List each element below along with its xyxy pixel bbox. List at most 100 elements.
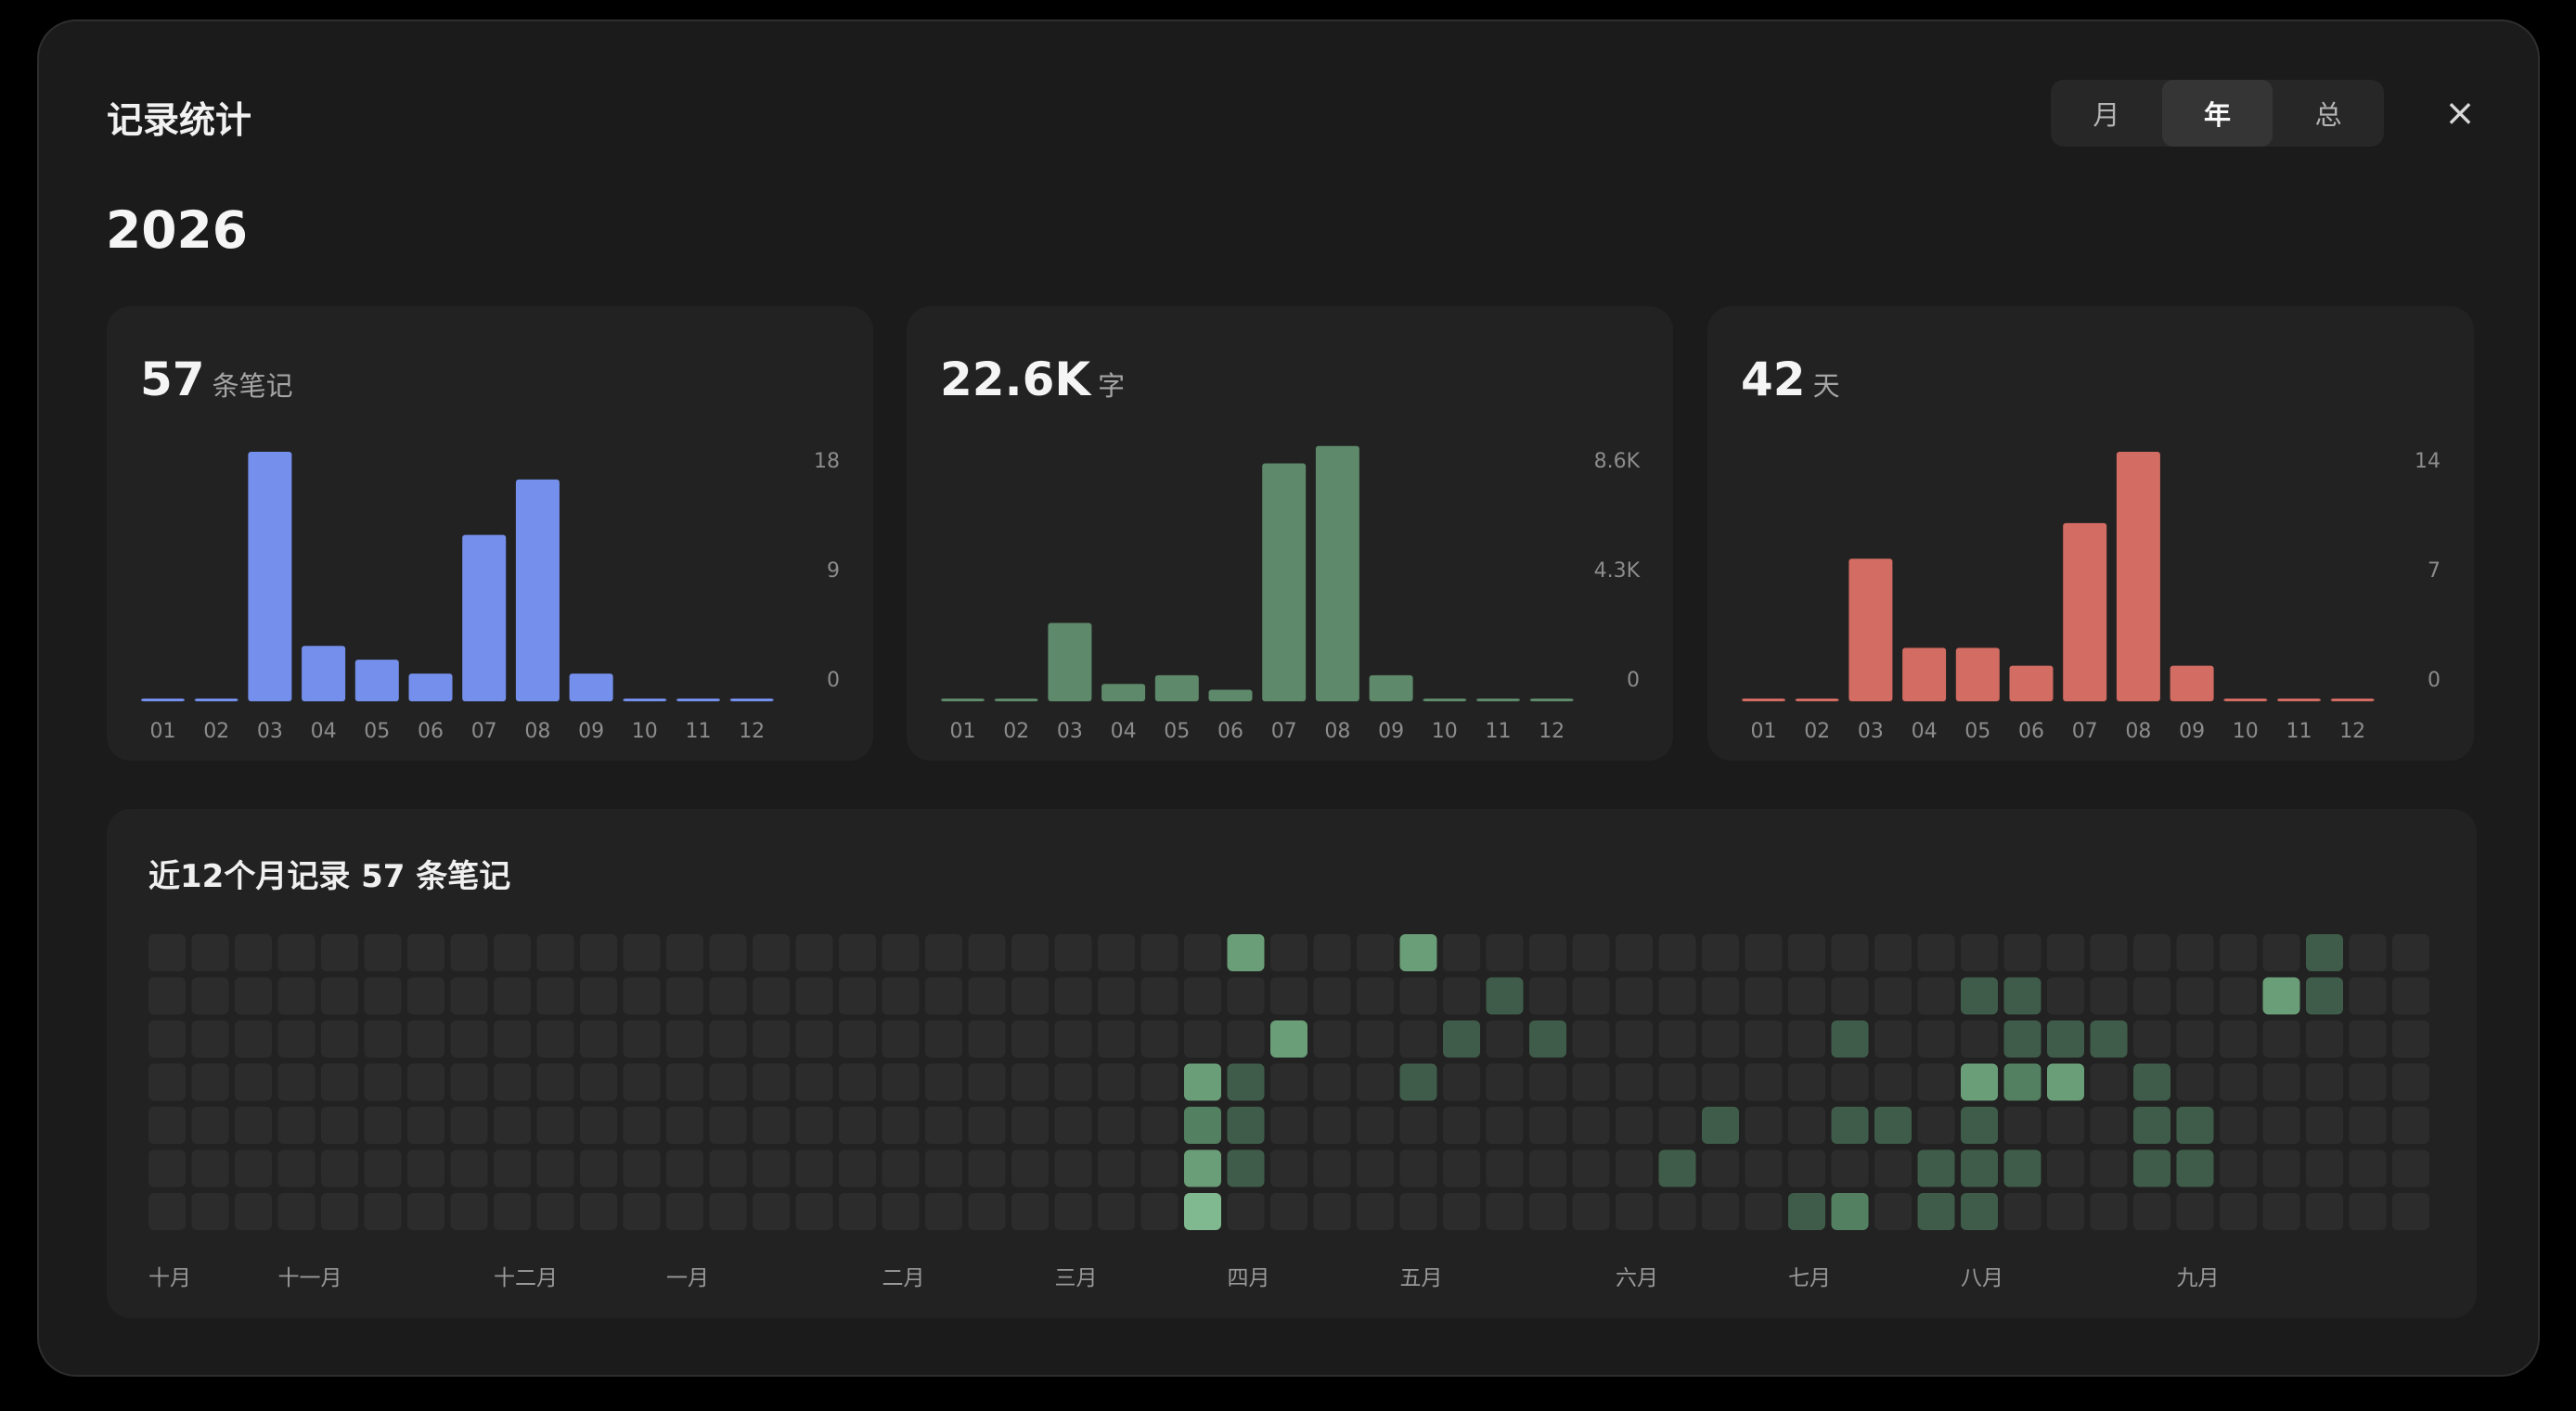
heatmap-cell[interactable]: [623, 977, 661, 1015]
heatmap-cell[interactable]: [1227, 1107, 1265, 1144]
heatmap-cell[interactable]: [2262, 1020, 2300, 1058]
heatmap-cell[interactable]: [2176, 1149, 2214, 1187]
heatmap-cell[interactable]: [1874, 1193, 1912, 1230]
heatmap-cell[interactable]: [1098, 934, 1135, 971]
heatmap-cell[interactable]: [925, 1107, 962, 1144]
tab-total[interactable]: 总: [2314, 99, 2342, 131]
heatmap-cell[interactable]: [450, 1063, 488, 1101]
heatmap-cell[interactable]: [1011, 1063, 1049, 1101]
heatmap-cell[interactable]: [1098, 1149, 1135, 1187]
heatmap-cell[interactable]: [968, 1193, 1006, 1230]
heatmap-cell[interactable]: [321, 1020, 358, 1058]
heatmap-cell[interactable]: [882, 1193, 920, 1230]
heatmap-cell[interactable]: [2349, 934, 2387, 971]
heatmap-cell[interactable]: [1184, 1107, 1221, 1144]
heatmap-cell[interactable]: [666, 934, 703, 971]
heatmap-cell[interactable]: [321, 977, 358, 1015]
heatmap-cell[interactable]: [2262, 1107, 2300, 1144]
heatmap-cell[interactable]: [1831, 1193, 1869, 1230]
heatmap-cell[interactable]: [277, 1193, 316, 1230]
heatmap-cell[interactable]: [1831, 934, 1869, 971]
heatmap-cell[interactable]: [2220, 1149, 2257, 1187]
heatmap-cell[interactable]: [407, 1107, 444, 1144]
heatmap-cell[interactable]: [2003, 1107, 2041, 1144]
heatmap-cell[interactable]: [1702, 1107, 1739, 1144]
heatmap-cell[interactable]: [666, 1107, 703, 1144]
heatmap-cell[interactable]: [536, 1193, 574, 1230]
heatmap-cell[interactable]: [1227, 1020, 1265, 1058]
heatmap-cell[interactable]: [2047, 1107, 2084, 1144]
heatmap-cell[interactable]: [1702, 1193, 1739, 1230]
heatmap-cell[interactable]: [753, 1149, 790, 1187]
heatmap-cell[interactable]: [191, 1063, 229, 1101]
heatmap-cell[interactable]: [364, 977, 402, 1015]
heatmap-cell[interactable]: [1961, 1020, 1998, 1058]
heatmap-cell[interactable]: [795, 934, 833, 971]
heatmap-cell[interactable]: [2262, 977, 2300, 1015]
heatmap-cell[interactable]: [1874, 977, 1912, 1015]
heatmap-cell[interactable]: [1443, 1193, 1480, 1230]
heatmap-cell[interactable]: [450, 934, 488, 971]
heatmap-cell[interactable]: [1313, 1193, 1351, 1230]
heatmap-cell[interactable]: [2047, 1149, 2084, 1187]
heatmap-cell[interactable]: [795, 1020, 833, 1058]
heatmap-cell[interactable]: [277, 1107, 316, 1144]
heatmap-cell[interactable]: [2392, 934, 2429, 971]
heatmap-cell[interactable]: [2262, 1149, 2300, 1187]
heatmap-cell[interactable]: [1917, 1149, 1955, 1187]
heatmap-cell[interactable]: [148, 934, 186, 971]
heatmap-cell[interactable]: [450, 1193, 488, 1230]
heatmap-cell[interactable]: [882, 1063, 920, 1101]
heatmap-cell[interactable]: [450, 1020, 488, 1058]
heatmap-cell[interactable]: [407, 977, 444, 1015]
heatmap-cell[interactable]: [2003, 1149, 2041, 1187]
heatmap-cell[interactable]: [1184, 1193, 1221, 1230]
heatmap-cell[interactable]: [364, 934, 402, 971]
heatmap-cell[interactable]: [1140, 1193, 1179, 1230]
heatmap-cell[interactable]: [1831, 1107, 1869, 1144]
heatmap-cell[interactable]: [623, 934, 661, 971]
heatmap-cell[interactable]: [1399, 1020, 1437, 1058]
heatmap-cell[interactable]: [1227, 934, 1265, 971]
heatmap-cell[interactable]: [1357, 1063, 1394, 1101]
heatmap-cell[interactable]: [2176, 1020, 2214, 1058]
heatmap-cell[interactable]: [450, 1107, 488, 1144]
heatmap-cell[interactable]: [1831, 1063, 1869, 1101]
heatmap-cell[interactable]: [2220, 1193, 2257, 1230]
heatmap-cell[interactable]: [709, 1193, 747, 1230]
heatmap-cell[interactable]: [1529, 934, 1566, 971]
heatmap-cell[interactable]: [191, 977, 229, 1015]
heatmap-cell[interactable]: [2262, 1063, 2300, 1101]
heatmap-cell[interactable]: [2176, 1107, 2214, 1144]
heatmap-cell[interactable]: [1313, 1107, 1351, 1144]
heatmap-cell[interactable]: [1961, 1149, 1998, 1187]
heatmap-cell[interactable]: [1140, 1107, 1179, 1144]
heatmap-cell[interactable]: [407, 1020, 444, 1058]
heatmap-cell[interactable]: [968, 977, 1006, 1015]
heatmap-cell[interactable]: [2003, 934, 2041, 971]
heatmap-cell[interactable]: [839, 1063, 876, 1101]
heatmap-cell[interactable]: [1443, 977, 1480, 1015]
heatmap-cell[interactable]: [1098, 1020, 1135, 1058]
heatmap-cell[interactable]: [536, 977, 574, 1015]
heatmap-cell[interactable]: [1961, 1107, 1998, 1144]
heatmap-cell[interactable]: [536, 1063, 574, 1101]
heatmap-cell[interactable]: [580, 1149, 617, 1187]
heatmap-cell[interactable]: [1054, 1107, 1092, 1144]
heatmap-cell[interactable]: [968, 1149, 1006, 1187]
heatmap-cell[interactable]: [1270, 977, 1307, 1015]
heatmap-cell[interactable]: [1227, 977, 1265, 1015]
heatmap-cell[interactable]: [1658, 1020, 1696, 1058]
heatmap-cell[interactable]: [2133, 1193, 2170, 1230]
heatmap-cell[interactable]: [1658, 1063, 1696, 1101]
heatmap-cell[interactable]: [2047, 1020, 2084, 1058]
heatmap-cell[interactable]: [2090, 1193, 2128, 1230]
heatmap-cell[interactable]: [2176, 934, 2214, 971]
heatmap-cell[interactable]: [1917, 1107, 1955, 1144]
heatmap-cell[interactable]: [795, 977, 833, 1015]
heatmap-cell[interactable]: [1399, 977, 1437, 1015]
heatmap-cell[interactable]: [1616, 1020, 1653, 1058]
heatmap-cell[interactable]: [623, 1107, 661, 1144]
heatmap-cell[interactable]: [148, 977, 186, 1015]
heatmap-cell[interactable]: [1874, 934, 1912, 971]
